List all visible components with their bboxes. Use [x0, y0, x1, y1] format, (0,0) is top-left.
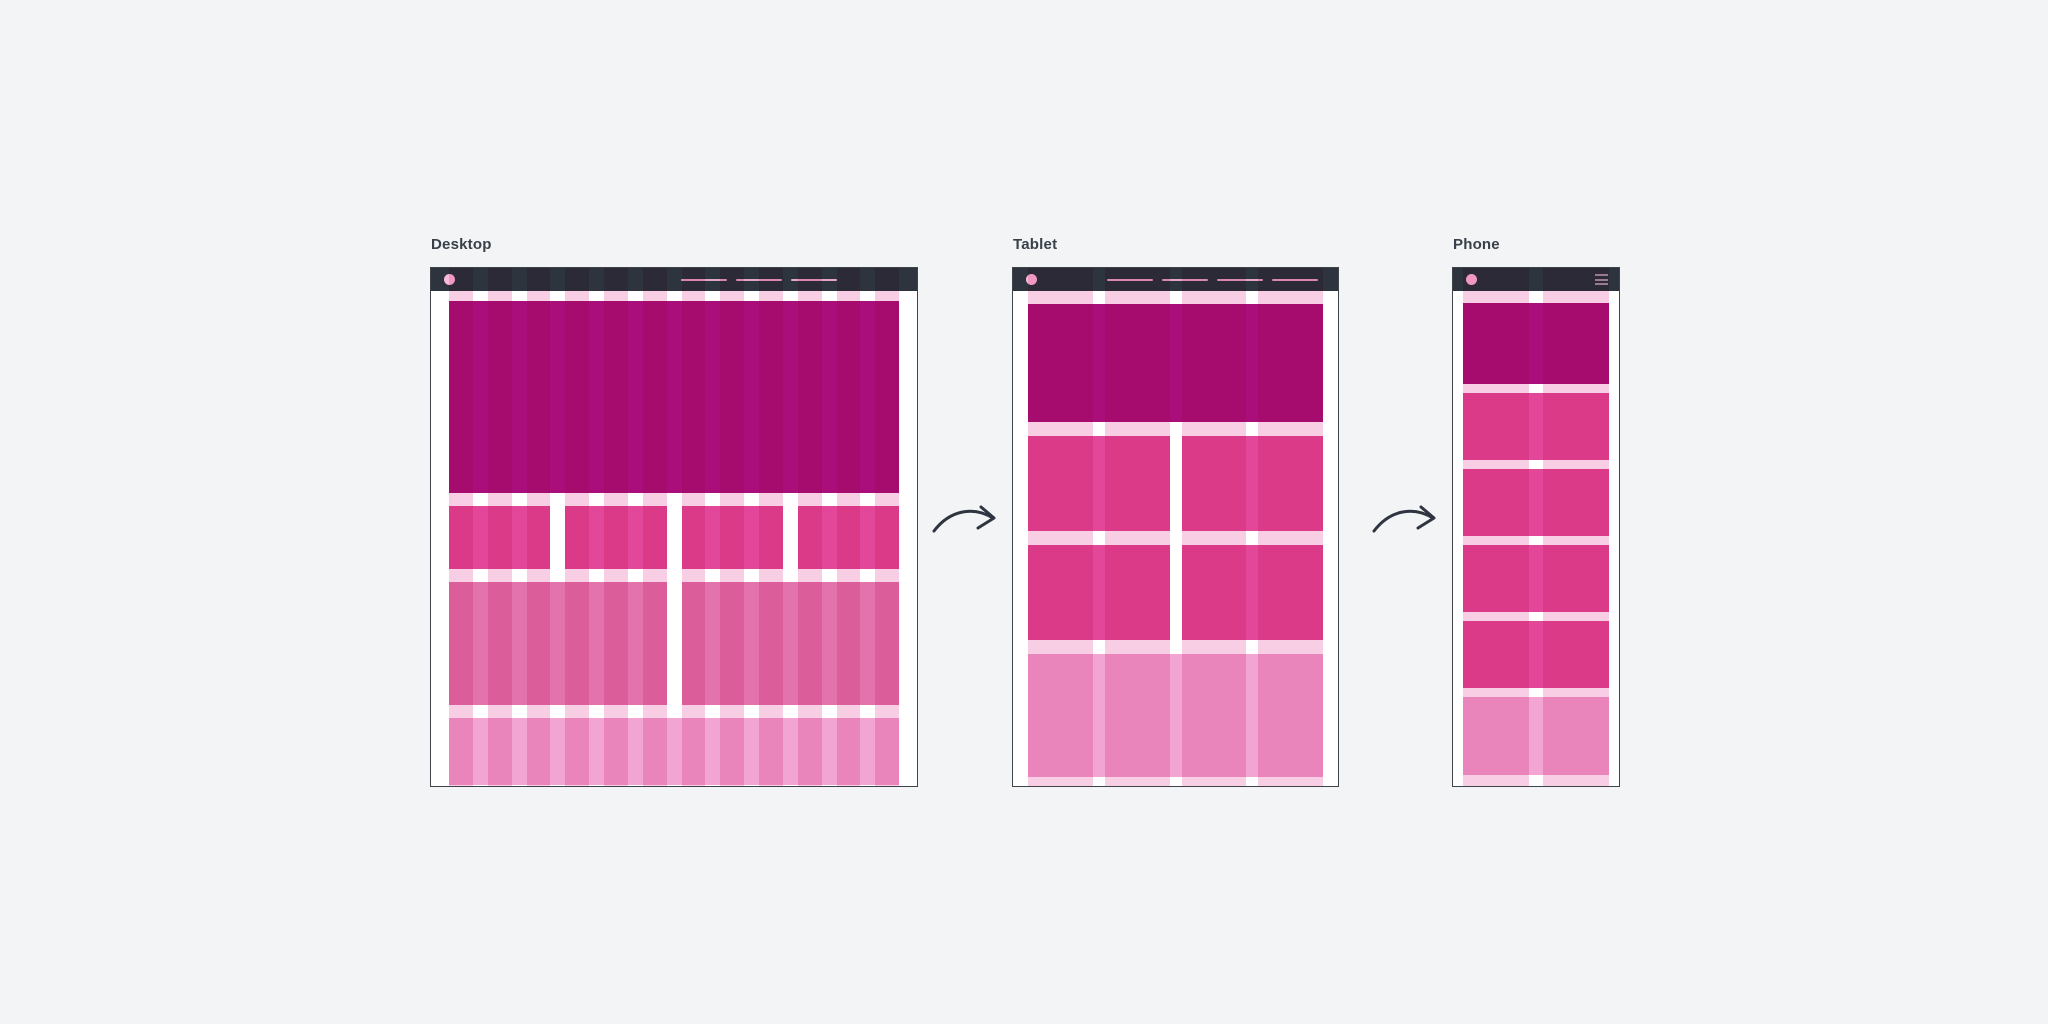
card-block — [1028, 545, 1170, 640]
device-label-tablet: Tablet — [1013, 236, 1058, 253]
nav-links-placeholder — [1107, 278, 1318, 281]
transform-arrow-icon — [1368, 497, 1442, 539]
browser-chrome — [431, 268, 917, 291]
hero-block — [1463, 303, 1609, 384]
logo-dot-icon — [1466, 274, 1477, 285]
nav-link-line — [1217, 278, 1263, 281]
device-label-phone: Phone — [1453, 236, 1500, 253]
card-block — [1028, 436, 1170, 531]
nav-link-line — [791, 278, 837, 281]
card-block — [797, 506, 899, 569]
logo-dot-icon — [444, 274, 455, 285]
footer-block — [1463, 697, 1609, 775]
nav-link-line — [1162, 278, 1208, 281]
footer-block — [1028, 654, 1323, 777]
logo-dot-icon — [1026, 274, 1037, 285]
app-bar — [1453, 268, 1619, 291]
card-block — [1463, 469, 1609, 536]
hamburger-menu-icon — [1595, 274, 1608, 285]
nav-link-line — [681, 278, 727, 281]
card-block — [1463, 621, 1609, 688]
desktop-screen — [430, 267, 918, 787]
page-content-grid — [1013, 291, 1338, 777]
hero-block — [449, 301, 899, 493]
panel-block — [449, 582, 667, 705]
card-block — [1181, 545, 1323, 640]
footer-block — [449, 718, 899, 785]
nav-link-line — [1107, 278, 1153, 281]
panel-block — [681, 582, 899, 705]
tablet-screen — [1012, 267, 1339, 787]
nav-link-line — [736, 278, 782, 281]
card-block — [1463, 545, 1609, 612]
nav-link-line — [1272, 278, 1318, 281]
hero-block — [1028, 304, 1323, 422]
page-content-grid — [1453, 291, 1619, 775]
phone-mockup: Phone — [1452, 236, 1620, 787]
card-block — [565, 506, 667, 569]
transform-arrow-icon — [928, 497, 1002, 539]
tablet-mockup: Tablet — [1012, 236, 1339, 787]
nav-links-placeholder — [681, 278, 837, 281]
desktop-mockup: Desktop — [430, 236, 918, 787]
page-content-grid — [431, 291, 917, 785]
card-block — [449, 506, 551, 569]
card-block — [1181, 436, 1323, 531]
card-block — [681, 506, 783, 569]
card-block — [1463, 393, 1609, 460]
device-label-desktop: Desktop — [431, 236, 492, 253]
phone-screen — [1452, 267, 1620, 787]
browser-chrome — [1013, 268, 1338, 291]
